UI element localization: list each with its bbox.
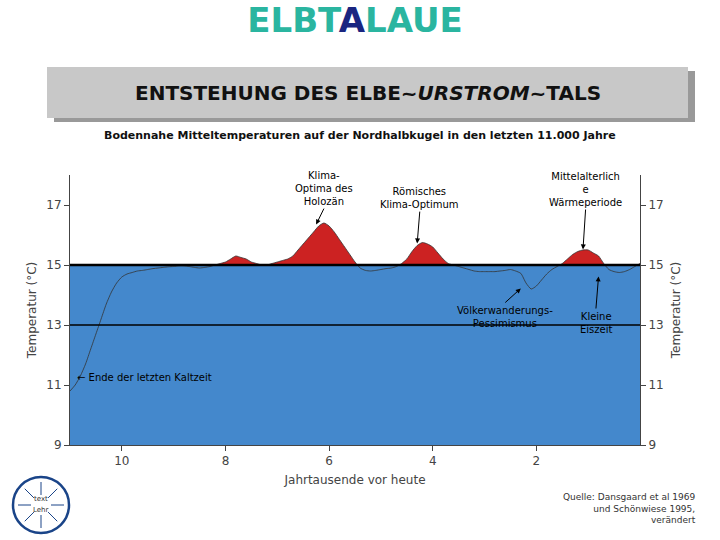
svg-text:Temperatur (°C): Temperatur (°C) xyxy=(669,262,683,359)
svg-text:2: 2 xyxy=(533,454,541,468)
svg-text:17: 17 xyxy=(648,198,663,212)
svg-text:Bodennahe Mitteltemperaturen a: Bodennahe Mitteltemperaturen auf der Nor… xyxy=(104,129,616,142)
svg-text:text: text xyxy=(34,495,48,503)
svg-text:10: 10 xyxy=(114,454,129,468)
svg-text:Klima-Optima desHolozän: Klima-Optima desHolozän xyxy=(295,170,353,207)
svg-text:17: 17 xyxy=(46,198,61,212)
svg-text:15: 15 xyxy=(648,258,663,272)
svg-text:13: 13 xyxy=(46,318,61,332)
svg-text:RömischesKlima-Optimum: RömischesKlima-Optimum xyxy=(380,186,459,210)
svg-text:13: 13 xyxy=(648,318,663,332)
svg-text:Quelle: Dansgaard et al 1969un: Quelle: Dansgaard et al 1969und Schönwie… xyxy=(563,492,696,525)
svg-text:Völkerwanderungs-Pessimismus: Völkerwanderungs-Pessimismus xyxy=(457,305,553,329)
svg-text:9: 9 xyxy=(648,438,656,452)
svg-text:11: 11 xyxy=(648,378,663,392)
svg-text:ENTSTEHUNG DES ELBE~URSTROM~TA: ENTSTEHUNG DES ELBE~URSTROM~TALS xyxy=(135,81,601,105)
svg-text:6: 6 xyxy=(325,454,333,468)
svg-text:KleineEiszeit: KleineEiszeit xyxy=(580,311,612,335)
svg-text:15: 15 xyxy=(46,258,61,272)
svg-text:8: 8 xyxy=(222,454,230,468)
svg-text:Lehr: Lehr xyxy=(33,506,49,514)
svg-text:9: 9 xyxy=(54,438,62,452)
svg-text:ELBTALAUE: ELBTALAUE xyxy=(247,0,463,40)
svg-text:Temperatur (°C): Temperatur (°C) xyxy=(25,262,39,359)
svg-text:11: 11 xyxy=(46,378,61,392)
svg-text:← Ende der letzten Kaltzeit: ← Ende der letzten Kaltzeit xyxy=(77,372,212,383)
svg-text:MittelalterlicheWärmeperiode: MittelalterlicheWärmeperiode xyxy=(549,171,622,208)
svg-text:Jahrtausende vor heute: Jahrtausende vor heute xyxy=(283,473,425,487)
svg-text:4: 4 xyxy=(429,454,437,468)
